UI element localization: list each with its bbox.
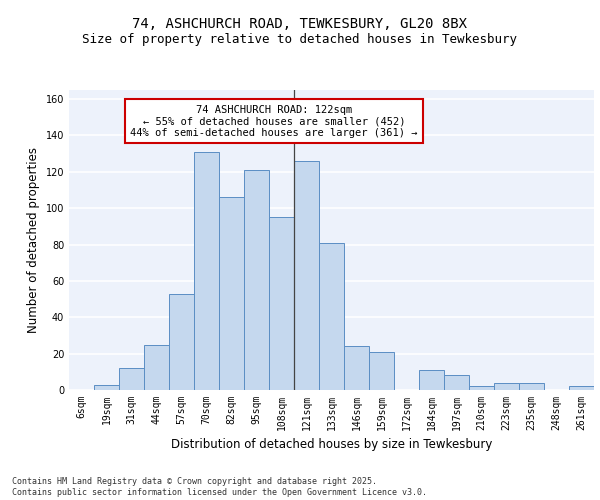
Text: Size of property relative to detached houses in Tewkesbury: Size of property relative to detached ho…: [83, 32, 517, 46]
Bar: [269, 218, 294, 390]
Bar: [369, 352, 394, 390]
Bar: [569, 386, 594, 390]
Bar: [169, 294, 194, 390]
X-axis label: Distribution of detached houses by size in Tewkesbury: Distribution of detached houses by size …: [171, 438, 492, 452]
Bar: [444, 376, 469, 390]
Bar: [319, 242, 344, 390]
Bar: [519, 382, 544, 390]
Text: 74 ASHCHURCH ROAD: 122sqm
← 55% of detached houses are smaller (452)
44% of semi: 74 ASHCHURCH ROAD: 122sqm ← 55% of detac…: [130, 104, 418, 138]
Y-axis label: Number of detached properties: Number of detached properties: [27, 147, 40, 333]
Bar: [244, 170, 269, 390]
Bar: [294, 161, 319, 390]
Text: 74, ASHCHURCH ROAD, TEWKESBURY, GL20 8BX: 74, ASHCHURCH ROAD, TEWKESBURY, GL20 8BX: [133, 18, 467, 32]
Bar: [419, 370, 444, 390]
Bar: [219, 198, 244, 390]
Bar: [344, 346, 369, 390]
Bar: [194, 152, 219, 390]
Bar: [494, 382, 519, 390]
Bar: [94, 384, 119, 390]
Text: Contains HM Land Registry data © Crown copyright and database right 2025.
Contai: Contains HM Land Registry data © Crown c…: [12, 478, 427, 497]
Bar: [469, 386, 494, 390]
Bar: [119, 368, 144, 390]
Bar: [144, 344, 169, 390]
